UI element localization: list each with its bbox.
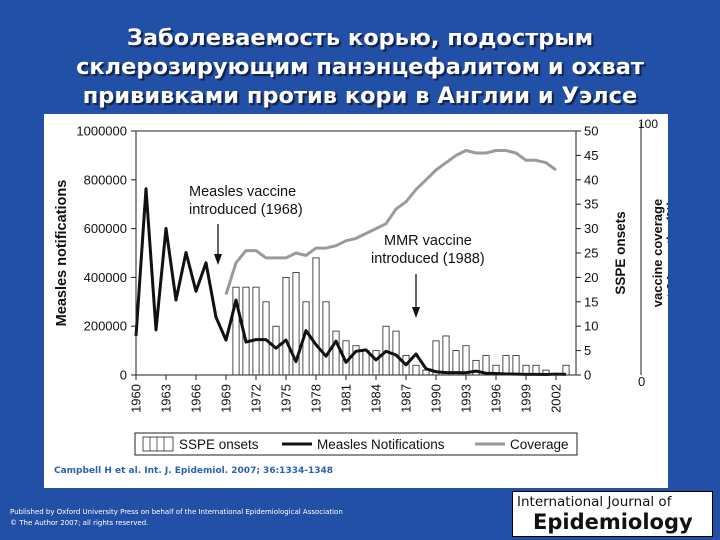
y-right-tick-label: 50 <box>584 124 598 139</box>
y-left-tick-label: 400000 <box>84 270 127 285</box>
annotation-mmr-vaccine-line-2: introduced (1988) <box>371 251 485 267</box>
x-tick-label: 1966 <box>189 384 204 413</box>
x-tick-label: 2002 <box>549 384 564 413</box>
y-right-tick-label: 20 <box>584 270 598 285</box>
annotation-measles-vaccine-line-2: introduced (1968) <box>189 202 303 218</box>
sspe-bar <box>362 350 370 376</box>
sspe-bar <box>312 257 320 376</box>
y-right-tick-label: 25 <box>584 246 598 261</box>
y-right-tick-label: 0 <box>584 368 591 383</box>
x-tick-label: 1996 <box>489 384 504 413</box>
x-tick-label: 1972 <box>249 384 264 413</box>
y-left-tick-label: 1000000 <box>76 124 127 139</box>
annotation-mmr-vaccine-line-1: MMR vaccine <box>384 233 472 249</box>
y-right-tick-label: 30 <box>584 221 598 236</box>
sspe-bar <box>272 325 280 376</box>
slide-title-line-2: склерозирующим панэнцефалитом и охват <box>76 54 644 80</box>
x-tick-label: 1987 <box>399 384 414 413</box>
legend-coverage-label: Coverage <box>510 437 569 452</box>
y-right-tick-label: 40 <box>584 172 598 187</box>
y-right-tick-label: 10 <box>584 319 598 334</box>
coverage-axis-bottom-label: 0 <box>638 374 645 389</box>
annotation-mmr-vaccine-arrowhead <box>412 307 420 318</box>
plot-frame <box>135 130 577 376</box>
journal-logo-line-1: International Journal of <box>517 494 672 510</box>
legend-box <box>134 432 578 456</box>
y-right-axis-title: SSPE onsets <box>613 211 628 294</box>
coverage-line <box>224 149 557 295</box>
y-left-tick-label: 0 <box>120 368 127 383</box>
y-left-tick-label: 200000 <box>84 319 127 334</box>
sspe-bar <box>252 286 260 376</box>
legend-sspe-swatch <box>142 436 174 452</box>
x-tick-label: 1993 <box>459 384 474 413</box>
sspe-bar <box>322 301 330 376</box>
chart-panel: 0 200000 400000 600000 800000 1000000 0 5 10 15 20… <box>44 114 679 488</box>
measles-notifications-line <box>134 187 567 376</box>
sspe-bar <box>502 355 510 376</box>
x-tick-label: 1978 <box>309 384 324 413</box>
sspe-bar <box>372 350 380 376</box>
x-tick-label: 1975 <box>279 384 294 413</box>
footer-line-1: Published by Oxford University Press on … <box>10 508 343 516</box>
y-left-tick-label: 800000 <box>84 172 127 187</box>
y-right-tick-label: 5 <box>584 343 591 358</box>
y-left-tick-label: 600000 <box>84 221 127 236</box>
sspe-bar <box>412 364 420 376</box>
sspe-bar <box>332 330 340 376</box>
x-tick-label: 1999 <box>519 384 534 413</box>
x-tick-label: 1984 <box>369 384 384 413</box>
journal-logo-line-2: Epidemiology <box>533 510 693 534</box>
x-tick-label: 1960 <box>129 384 144 413</box>
sspe-bar <box>512 355 520 376</box>
sspe-bar <box>462 345 470 376</box>
slide-title: Заболеваемость корью, подострым склерози… <box>0 24 720 111</box>
y-right-tick-label: 45 <box>584 148 598 163</box>
x-tick-label: 1969 <box>219 384 234 413</box>
sspe-bar <box>442 335 450 376</box>
journal-logo: International Journal of Epidemiology <box>512 491 713 537</box>
sspe-bar <box>282 276 290 376</box>
x-tick-label: 1981 <box>339 384 354 413</box>
citation: Campbell H et al. Int. J. Epidemiol. 200… <box>54 466 334 476</box>
legend-sspe-label: SSPE onsets <box>179 437 259 452</box>
footer-line-2: © The Author 2007; all rights reserved. <box>10 519 149 527</box>
annotation-measles-vaccine-arrowhead <box>214 254 222 265</box>
publisher-footer: Published by Oxford University Press on … <box>10 507 343 529</box>
x-tick-label: 1963 <box>159 384 174 413</box>
coverage-axis-title-line-1: vaccine coverage <box>650 199 665 307</box>
y-right-tick-label: 15 <box>584 294 598 309</box>
legend-measles-label: Measles Notifications <box>317 437 445 452</box>
x-tick-label: 1990 <box>429 384 444 413</box>
y-right-tick-label: 35 <box>584 197 598 212</box>
measles-chart: 0 200000 400000 600000 800000 1000000 0 5 10 15 20… <box>54 117 679 456</box>
y-left-axis-title: Measles notifications <box>54 180 70 327</box>
slide-title-line-3: прививками против кори в Англии и Уэлсе <box>82 83 638 109</box>
slide-title-line-1: Заболеваемость корью, подострым <box>126 25 594 51</box>
coverage-axis-title-line-2: at 24 months (%) <box>664 201 668 305</box>
annotation-measles-vaccine-line-1: Measles vaccine <box>189 184 296 200</box>
coverage-axis-top-label: 100 <box>638 117 658 131</box>
